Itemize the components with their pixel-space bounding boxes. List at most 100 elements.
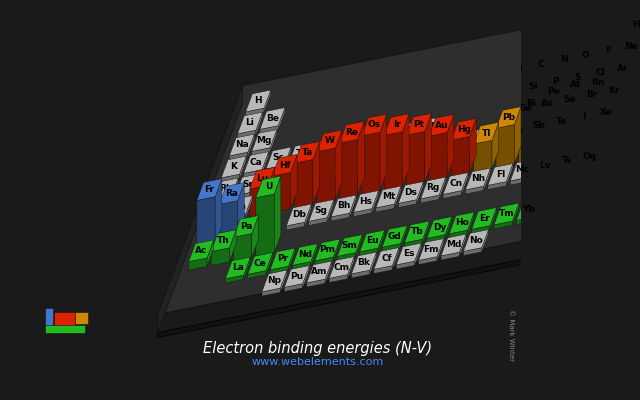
Polygon shape — [508, 102, 515, 124]
Polygon shape — [225, 275, 244, 283]
Text: O: O — [582, 51, 589, 60]
Polygon shape — [401, 138, 419, 146]
Polygon shape — [506, 58, 531, 80]
Text: Ta: Ta — [301, 148, 313, 157]
Polygon shape — [286, 204, 312, 226]
Polygon shape — [225, 257, 250, 279]
Polygon shape — [614, 40, 621, 62]
Text: S: S — [575, 73, 581, 82]
Text: Sr: Sr — [243, 180, 253, 189]
Polygon shape — [278, 108, 285, 130]
Bar — [45, 308, 53, 330]
Polygon shape — [572, 124, 589, 132]
Polygon shape — [557, 107, 575, 114]
Text: Mc: Mc — [516, 166, 530, 174]
Polygon shape — [510, 159, 535, 181]
Text: H: H — [254, 96, 262, 106]
Polygon shape — [602, 98, 620, 106]
Polygon shape — [565, 85, 584, 92]
Polygon shape — [555, 168, 573, 176]
Polygon shape — [256, 194, 274, 256]
Polygon shape — [234, 216, 259, 237]
Polygon shape — [588, 80, 606, 88]
Polygon shape — [463, 111, 470, 133]
Polygon shape — [333, 239, 340, 261]
Text: At: At — [570, 80, 581, 89]
Polygon shape — [360, 248, 378, 256]
Polygon shape — [382, 244, 401, 252]
Polygon shape — [374, 129, 381, 151]
Text: © Mark Winter: © Mark Winter — [508, 309, 514, 361]
Polygon shape — [311, 156, 329, 164]
Polygon shape — [248, 271, 266, 278]
Polygon shape — [472, 226, 490, 234]
Polygon shape — [333, 134, 358, 155]
Polygon shape — [518, 110, 537, 163]
Polygon shape — [308, 218, 327, 226]
Polygon shape — [534, 199, 541, 221]
Polygon shape — [264, 90, 271, 112]
Polygon shape — [482, 230, 488, 252]
Polygon shape — [213, 178, 238, 200]
Text: Cf: Cf — [381, 254, 392, 263]
Polygon shape — [596, 58, 614, 66]
Polygon shape — [280, 165, 305, 186]
Text: Zr: Zr — [287, 171, 298, 180]
Polygon shape — [594, 120, 612, 128]
Polygon shape — [582, 74, 588, 150]
Polygon shape — [276, 169, 283, 191]
Polygon shape — [572, 106, 596, 128]
Polygon shape — [563, 92, 582, 154]
Text: Hs: Hs — [360, 197, 372, 206]
Polygon shape — [579, 102, 598, 110]
Text: Ru: Ru — [376, 153, 389, 162]
Polygon shape — [370, 165, 388, 172]
Polygon shape — [451, 136, 470, 176]
Polygon shape — [366, 151, 372, 173]
Polygon shape — [506, 76, 525, 84]
Polygon shape — [351, 270, 370, 278]
Polygon shape — [551, 155, 557, 177]
Polygon shape — [353, 191, 379, 212]
Polygon shape — [570, 49, 576, 71]
Polygon shape — [516, 199, 541, 220]
Text: Na: Na — [235, 140, 249, 150]
Polygon shape — [337, 235, 362, 256]
Polygon shape — [262, 152, 269, 174]
Polygon shape — [547, 54, 554, 76]
Text: Cs: Cs — [211, 206, 223, 216]
Polygon shape — [252, 130, 277, 151]
Text: Er: Er — [479, 214, 490, 223]
Polygon shape — [157, 86, 243, 332]
Polygon shape — [292, 262, 311, 270]
Polygon shape — [537, 92, 543, 159]
Polygon shape — [449, 212, 474, 234]
Polygon shape — [577, 164, 596, 172]
Polygon shape — [445, 217, 452, 239]
Polygon shape — [325, 156, 350, 177]
Polygon shape — [339, 121, 364, 143]
Bar — [45, 325, 86, 333]
Text: Bi: Bi — [526, 99, 536, 108]
Polygon shape — [420, 195, 439, 203]
Polygon shape — [270, 248, 295, 270]
Text: Ge: Ge — [518, 104, 532, 113]
Polygon shape — [545, 115, 552, 137]
Polygon shape — [423, 116, 448, 137]
Text: Pa: Pa — [240, 222, 252, 231]
Text: Ti: Ti — [296, 149, 306, 158]
Polygon shape — [329, 257, 354, 278]
Polygon shape — [465, 186, 484, 194]
Polygon shape — [610, 58, 635, 79]
Polygon shape — [477, 129, 484, 151]
Text: Gd: Gd — [388, 232, 401, 241]
Polygon shape — [396, 125, 403, 147]
Polygon shape — [256, 112, 262, 134]
Text: Ho: Ho — [455, 218, 468, 228]
Polygon shape — [360, 230, 385, 252]
Polygon shape — [598, 84, 605, 106]
Polygon shape — [415, 156, 433, 164]
Polygon shape — [221, 174, 239, 182]
Polygon shape — [423, 221, 429, 243]
Polygon shape — [543, 71, 568, 93]
